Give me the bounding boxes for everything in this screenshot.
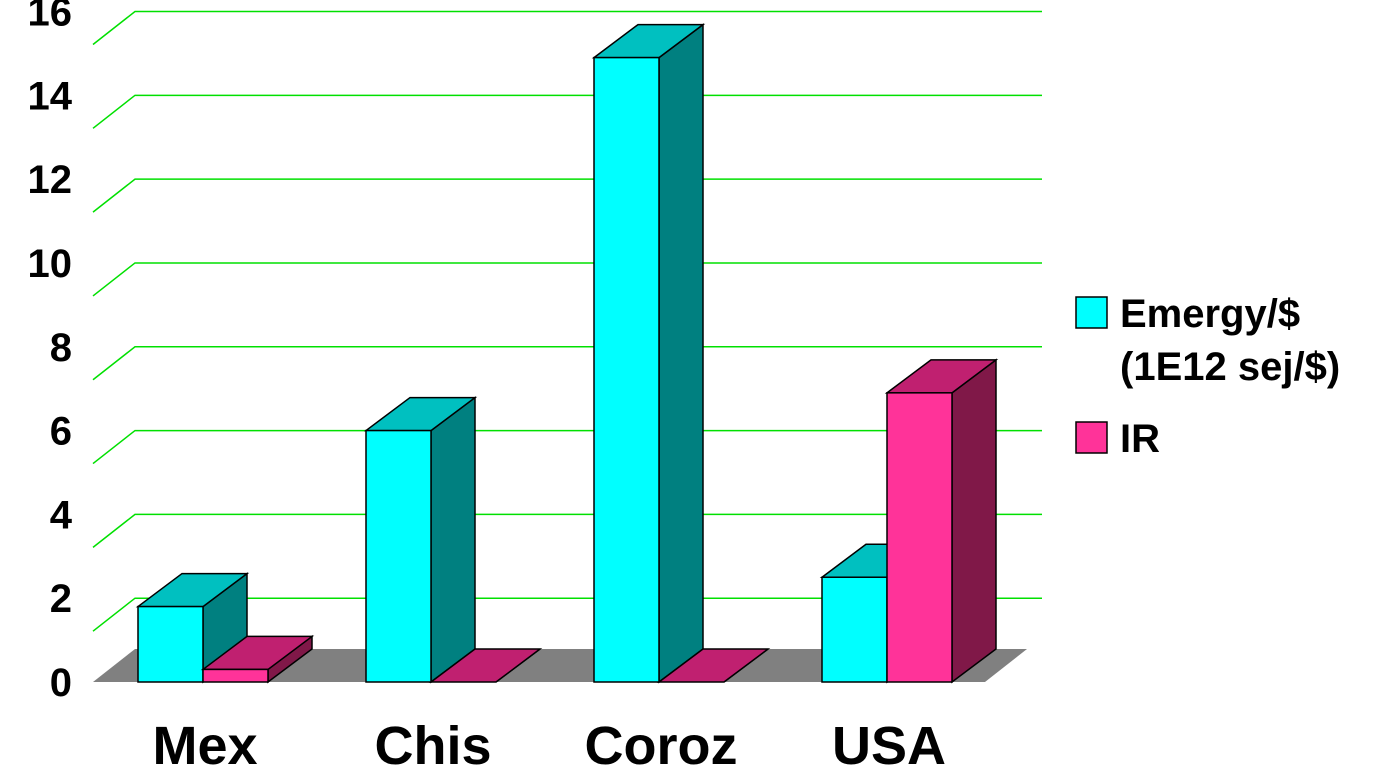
- y-tick-label: 14: [28, 74, 73, 118]
- gridline: [92, 178, 1042, 213]
- bar-usa-ir: [884, 358, 999, 684]
- gridline: [92, 346, 1042, 381]
- x-category-label: Mex: [152, 716, 257, 768]
- legend-label: Emergy/$: [1120, 292, 1300, 336]
- legend-swatch: [1075, 421, 1108, 454]
- bar-front: [593, 56, 660, 683]
- x-category-label: Coroz: [585, 716, 738, 768]
- bar-coroz-ir: [656, 648, 771, 683]
- legend-swatch: [1075, 296, 1108, 329]
- bar-front: [821, 576, 888, 683]
- gridline: [92, 429, 1042, 465]
- gridline: [92, 597, 1042, 632]
- y-tick-label: 6: [50, 410, 72, 454]
- bar-side: [951, 358, 997, 684]
- bar-side: [430, 396, 476, 684]
- gridline: [92, 262, 1042, 297]
- y-tick-label: 8: [50, 326, 72, 370]
- legend-label: (1E12 sej/$): [1120, 345, 1340, 389]
- bar-front: [137, 605, 204, 683]
- bar-mex-ir: [200, 634, 315, 684]
- x-category-label: USA: [832, 716, 946, 768]
- gridline: [92, 94, 1042, 129]
- y-tick-label: 16: [28, 0, 73, 35]
- y-tick-label: 2: [50, 577, 72, 621]
- bar-top: [656, 648, 771, 683]
- gridlines: [92, 10, 1042, 632]
- bar-front: [202, 668, 269, 683]
- bar-chis-emergy: [363, 396, 478, 684]
- bars: [135, 23, 999, 684]
- y-tick-label: 10: [28, 242, 73, 286]
- y-axis-ticks: 0 2 4 6 8 10 12 14 16: [28, 0, 73, 705]
- x-category-label: Chis: [374, 716, 491, 768]
- gridline: [92, 513, 1042, 548]
- legend: Emergy/$ (1E12 sej/$) IR: [1075, 292, 1340, 461]
- chart-floor: [93, 649, 1027, 682]
- gridline: [92, 10, 1042, 46]
- bar-top: [428, 648, 543, 683]
- bar-chis-ir: [428, 648, 543, 683]
- y-tick-label: 12: [28, 158, 73, 202]
- bar-coroz-emergy: [591, 23, 706, 684]
- y-tick-label: 4: [50, 493, 73, 537]
- x-axis-categories: Mex Chis Coroz USA: [152, 716, 946, 768]
- y-tick-label: 0: [50, 661, 72, 705]
- legend-label: IR: [1120, 417, 1160, 461]
- bar-front: [365, 429, 432, 683]
- bar-front: [886, 392, 953, 683]
- bar-side: [658, 23, 704, 684]
